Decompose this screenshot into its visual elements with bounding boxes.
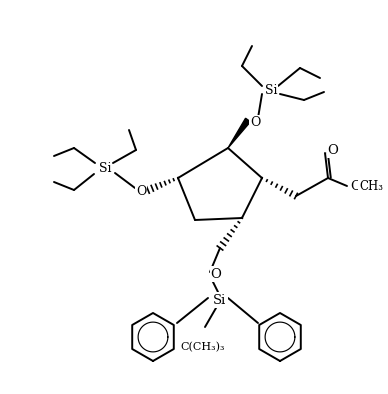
Text: O: O [351, 180, 362, 193]
Polygon shape [228, 118, 250, 148]
Text: CH₃: CH₃ [359, 180, 383, 193]
Text: C(CH₃)₃: C(CH₃)₃ [181, 342, 225, 352]
Text: O: O [327, 143, 338, 156]
Text: O: O [136, 184, 146, 197]
Text: O: O [211, 268, 222, 281]
Text: Si: Si [265, 84, 277, 97]
Text: O: O [250, 115, 260, 128]
Text: Si: Si [213, 294, 227, 307]
Text: Si: Si [99, 162, 111, 175]
